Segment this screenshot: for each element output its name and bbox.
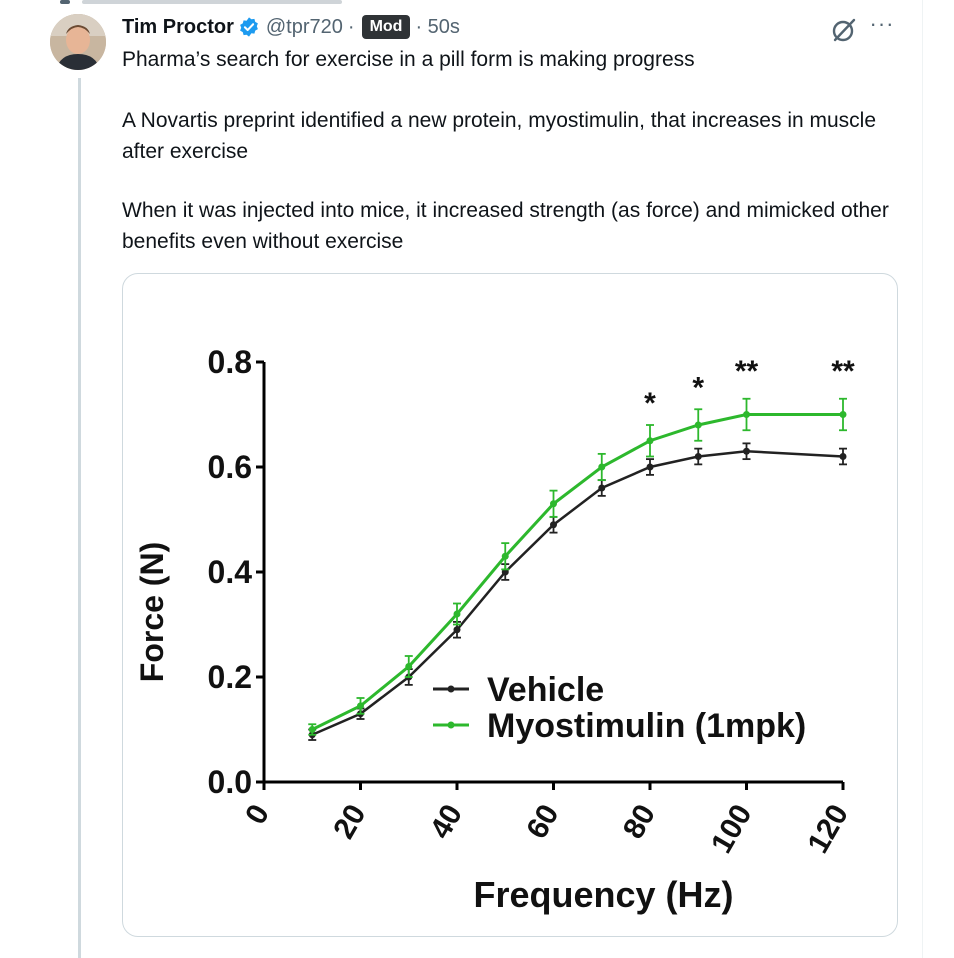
significance-marker: **: [831, 355, 855, 388]
y-tick-label: 0.4: [208, 554, 253, 590]
y-axis-label: Force (N): [134, 542, 170, 682]
thread-line: [78, 78, 81, 958]
x-tick-label: 80: [617, 799, 662, 844]
mod-badge: Mod: [361, 15, 411, 39]
verified-check-icon: [238, 16, 260, 38]
author-name[interactable]: Tim Proctor: [122, 15, 234, 38]
header-separator: ·: [347, 15, 355, 38]
author-handle[interactable]: @tpr720: [265, 15, 343, 38]
legend-marker: [447, 721, 455, 729]
data-point: [743, 411, 750, 418]
data-point: [839, 453, 847, 460]
x-tick-label: 120: [801, 799, 855, 859]
parent-tweet-cutoff: [82, 0, 342, 4]
tweet-paragraph: Pharma’s search for exercise in a pill f…: [122, 48, 695, 71]
media-card[interactable]: 0.0 0.2 0.4 0.6 0.8 0 20 40 60 80 100 120 Force (N) F…: [122, 273, 898, 937]
y-tick-label: 0.2: [208, 659, 252, 695]
data-point: [501, 552, 509, 560]
grok-icon[interactable]: [830, 16, 858, 44]
data-point: [357, 702, 364, 710]
timeline-border: [922, 0, 923, 958]
y-tick-label: 0.8: [208, 344, 252, 380]
avatar-image: [50, 14, 106, 70]
force-frequency-chart: 0.0 0.2 0.4 0.6 0.8 0 20 40 60 80 100 120 Force (N) F…: [134, 344, 855, 915]
data-point: [453, 610, 461, 618]
data-point: [550, 521, 557, 529]
data-point: [839, 411, 847, 418]
legend-label: Myostimulin (1mpk): [487, 707, 806, 745]
top-separator-dot: [60, 0, 70, 4]
significance-marker: *: [644, 387, 656, 420]
data-point: [694, 453, 702, 460]
more-options-icon[interactable]: ···: [869, 11, 895, 36]
data-point: [694, 421, 702, 429]
tweet-header: Tim Proctor @tpr720 · Mod · 50s: [122, 12, 460, 42]
significance-marker: **: [735, 355, 759, 388]
tweet-paragraph: A Novartis preprint identified a new pro…: [122, 109, 877, 163]
timestamp[interactable]: · 50s: [415, 15, 460, 38]
data-point: [405, 663, 413, 670]
significance-marker: *: [692, 371, 704, 404]
y-tick-label: 0.0: [208, 764, 252, 800]
data-point: [598, 463, 606, 471]
data-point: [743, 447, 750, 455]
x-tick-label: 0: [239, 799, 276, 830]
legend-label: Vehicle: [487, 671, 604, 709]
x-tick-label: 20: [327, 799, 372, 844]
legend-marker: [447, 685, 455, 693]
data-point: [550, 500, 557, 508]
data-point: [646, 463, 654, 471]
x-tick-label: 40: [424, 799, 469, 844]
data-point: [308, 726, 316, 733]
y-tick-label: 0.6: [208, 449, 252, 485]
avatar[interactable]: [50, 14, 106, 70]
tweet-paragraph: When it was injected into mice, it incre…: [122, 199, 889, 253]
x-axis-label: Frequency (Hz): [473, 874, 733, 915]
x-tick-label: 60: [520, 799, 565, 844]
data-point: [646, 437, 654, 445]
x-tick-label: 100: [705, 799, 759, 859]
data-point: [598, 484, 606, 492]
data-point: [453, 626, 461, 634]
